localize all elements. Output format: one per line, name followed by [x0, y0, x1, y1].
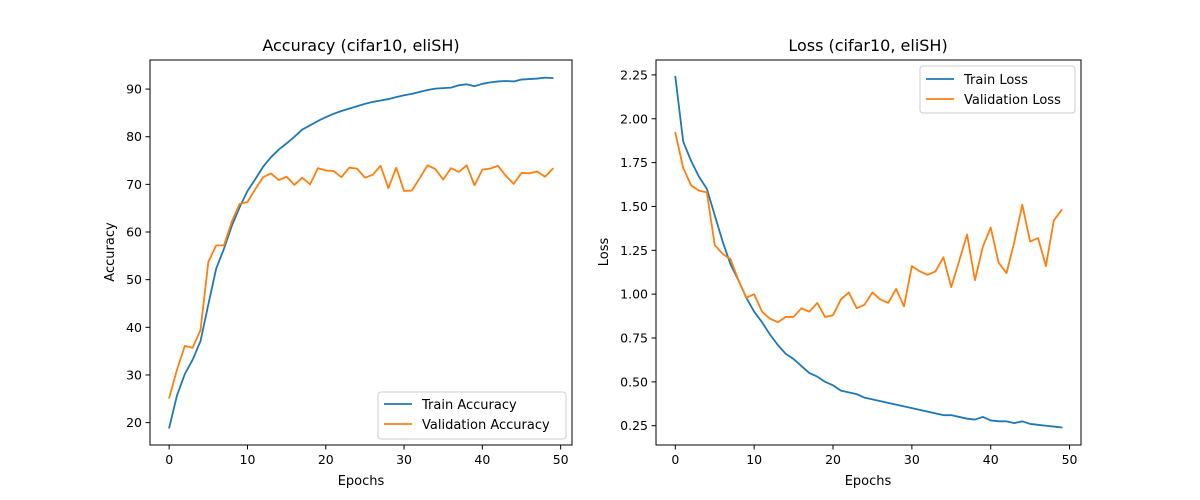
x-tick-label: 20 [318, 452, 334, 467]
tick-layer: 0 10 20 30 40 50 20 30 40 50 60 70 80 90 [126, 82, 569, 467]
x-tick-label: 50 [553, 452, 569, 467]
series-line-validation-accuracy [168, 164, 554, 399]
legend-box [919, 65, 1076, 114]
y-tick-label: 40 [126, 320, 142, 335]
x-tick-label: 30 [904, 452, 920, 467]
y-tick-label: 1.25 [620, 243, 648, 258]
x-tick-label: 40 [474, 452, 490, 467]
y-tick-label: 20 [126, 415, 142, 430]
loss-chart: Loss (cifar10, eliSH) 0 10 20 30 40 50 0.25 0.5… [597, 36, 1082, 489]
x-tick-label: 20 [825, 452, 841, 467]
legend-label-validation-accuracy: Validation Accuracy [422, 418, 550, 433]
series-layer [674, 75, 1063, 429]
series-line-validation-loss [674, 131, 1063, 324]
y-tick-label: 60 [126, 225, 142, 240]
series-line-train-accuracy [168, 76, 554, 429]
y-axis-label: Accuracy [103, 222, 118, 282]
chart-title: Accuracy (cifar10, eliSH) [262, 36, 459, 55]
series-layer [168, 76, 554, 429]
y-tick-label: 1.00 [620, 287, 648, 302]
accuracy-chart: Accuracy (cifar10, eliSH) 0 10 20 30 40 50 20 3… [103, 36, 573, 489]
y-tick-label: 0.50 [620, 374, 648, 389]
y-tick-label: 0.75 [620, 331, 648, 346]
legend-label-validation-loss: Validation Loss [964, 93, 1061, 108]
x-axis-label: Epochs [338, 474, 385, 489]
x-tick-label: 0 [165, 452, 173, 467]
legend-label-train-loss: Train Loss [963, 73, 1028, 88]
y-tick-label: 30 [126, 367, 142, 382]
y-tick-label: 1.50 [620, 199, 648, 214]
x-tick-label: 0 [671, 452, 679, 467]
x-tick-label: 10 [746, 452, 762, 467]
plot-frame [655, 59, 1082, 446]
legend: Train Loss Validation Loss [919, 65, 1076, 114]
y-axis-label: Loss [597, 238, 612, 267]
legend-label-train-accuracy: Train Accuracy [421, 398, 517, 413]
x-axis-label: Epochs [845, 474, 892, 489]
y-tick-label: 50 [126, 272, 142, 287]
legend: Train Accuracy Validation Accuracy [377, 391, 567, 440]
y-tick-label: 90 [126, 82, 142, 97]
y-tick-label: 70 [126, 177, 142, 192]
legend-box [377, 391, 567, 440]
y-tick-label: 2.25 [620, 67, 648, 82]
x-tick-label: 30 [396, 452, 412, 467]
y-tick-label: 80 [126, 129, 142, 144]
x-tick-label: 40 [983, 452, 999, 467]
y-tick-label: 1.75 [620, 155, 648, 170]
y-tick-label: 0.25 [620, 418, 648, 433]
chart-title: Loss (cifar10, eliSH) [788, 36, 947, 55]
x-tick-label: 50 [1062, 452, 1078, 467]
x-tick-label: 10 [240, 452, 256, 467]
y-tick-label: 2.00 [620, 111, 648, 126]
plot-frame [149, 59, 573, 446]
tick-layer: 0 10 20 30 40 50 0.25 0.50 0.75 1.00 1.25 1.50 1.75 2… [620, 67, 1077, 467]
